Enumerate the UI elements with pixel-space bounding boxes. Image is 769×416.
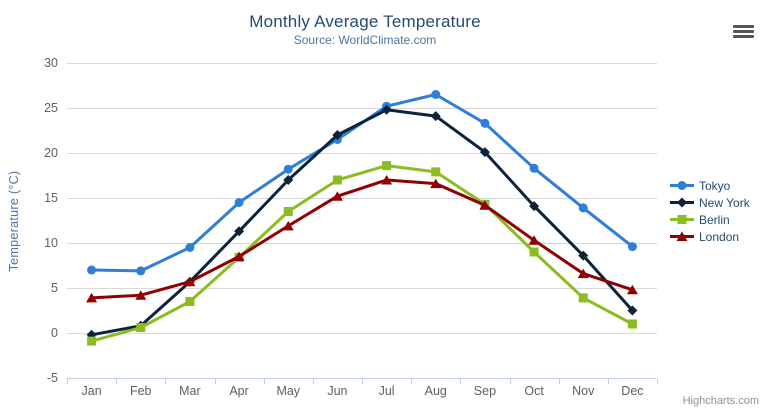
legend-label: Berlin — [699, 212, 730, 227]
series-line-london[interactable] — [90, 178, 634, 300]
x-axis-label: Jan — [82, 384, 102, 398]
y-axis-label: 20 — [44, 146, 58, 160]
credits-link[interactable]: Highcharts.com — [682, 395, 759, 407]
y-axis-label: 25 — [44, 101, 58, 115]
y-axis-label: 30 — [44, 56, 58, 70]
data-point-london[interactable] — [86, 292, 98, 303]
data-point-tokyo[interactable] — [529, 163, 539, 173]
data-point-london[interactable] — [479, 200, 491, 210]
x-axis-label: Apr — [229, 384, 248, 398]
data-point-berlin[interactable] — [87, 336, 97, 346]
data-point-berlin[interactable] — [627, 319, 637, 329]
data-point-new-york[interactable] — [234, 226, 245, 237]
x-axis-label: Mar — [179, 384, 201, 398]
legend-item-berlin[interactable]: Berlin — [670, 211, 750, 228]
data-point-berlin[interactable] — [185, 297, 195, 306]
data-point-tokyo[interactable] — [136, 266, 146, 276]
x-axis-label: Jul — [379, 384, 395, 398]
y-axis-label: 15 — [44, 191, 58, 205]
x-axis-label: Dec — [621, 384, 643, 398]
legend: Tokyo New York Berlin London — [670, 177, 750, 245]
data-point-berlin[interactable] — [332, 175, 342, 185]
data-point-london[interactable] — [135, 290, 147, 300]
data-point-tokyo[interactable] — [87, 265, 97, 275]
data-point-london[interactable] — [184, 276, 196, 287]
legend-marker-triangle-icon — [670, 231, 694, 241]
data-point-new-york[interactable] — [578, 250, 589, 261]
data-point-london[interactable] — [233, 251, 245, 262]
data-point-new-york[interactable] — [283, 175, 294, 185]
hamburger-bar — [733, 30, 754, 33]
legend-marker-square-icon — [670, 215, 694, 224]
data-point-tokyo[interactable] — [283, 164, 293, 174]
x-axis-label: May — [276, 384, 300, 398]
legend-marker-circle-icon — [670, 181, 694, 190]
x-axis-label: Feb — [130, 384, 152, 398]
y-axis-label: 5 — [51, 281, 58, 295]
x-axis-label: Aug — [425, 384, 447, 398]
data-point-new-york[interactable] — [430, 111, 441, 122]
data-point-tokyo[interactable] — [185, 243, 195, 252]
x-axis-label: Oct — [524, 384, 544, 398]
data-point-new-york[interactable] — [381, 104, 392, 115]
chart-title: Monthly Average Temperature — [249, 12, 481, 31]
data-point-berlin[interactable] — [578, 293, 588, 303]
data-point-tokyo[interactable] — [480, 118, 490, 128]
hamburger-bar — [733, 35, 754, 38]
data-point-tokyo[interactable] — [234, 198, 244, 207]
legend-label: London — [699, 229, 740, 244]
data-point-london[interactable] — [381, 175, 393, 185]
export-menu-button hamburger-icon[interactable] — [733, 25, 754, 38]
y-axis-label: 10 — [44, 236, 58, 250]
data-point-london[interactable] — [626, 284, 638, 295]
x-axis-label: Jun — [327, 384, 347, 398]
data-point-london[interactable] — [577, 268, 589, 279]
y-axis-label: -5 — [47, 371, 58, 385]
x-axis-label: Nov — [572, 384, 595, 398]
data-point-berlin[interactable] — [529, 247, 539, 257]
legend-label: New York — [699, 195, 750, 210]
chart-subtitle: Source: WorldClimate.com — [293, 33, 437, 47]
y-axis-label: 0 — [51, 326, 58, 340]
data-point-berlin[interactable] — [382, 161, 392, 171]
data-point-london[interactable] — [430, 178, 442, 189]
series-line-berlin[interactable] — [90, 164, 634, 343]
data-point-berlin[interactable] — [136, 323, 146, 333]
data-point-tokyo[interactable] — [431, 90, 441, 99]
data-point-berlin[interactable] — [283, 207, 293, 216]
data-point-berlin[interactable] — [431, 167, 441, 177]
data-point-tokyo[interactable] — [578, 203, 588, 213]
legend-item-tokyo[interactable]: Tokyo — [670, 177, 750, 194]
series-line-new-york[interactable] — [90, 108, 634, 337]
data-point-new-york[interactable] — [529, 201, 540, 212]
data-point-london[interactable] — [282, 220, 294, 231]
x-axis-label: Sep — [474, 384, 496, 398]
hamburger-bar — [733, 25, 754, 28]
data-point-tokyo[interactable] — [627, 242, 637, 252]
data-point-new-york[interactable] — [332, 130, 343, 140]
data-point-london[interactable] — [528, 235, 540, 245]
legend-item-london[interactable]: London — [670, 228, 750, 245]
data-point-new-york[interactable] — [627, 305, 638, 316]
data-point-london[interactable] — [331, 191, 343, 201]
legend-item-new-york[interactable]: New York — [670, 194, 750, 211]
data-point-new-york[interactable] — [479, 147, 490, 158]
legend-marker-diamond-icon — [670, 197, 694, 208]
legend-label: Tokyo — [699, 178, 731, 193]
